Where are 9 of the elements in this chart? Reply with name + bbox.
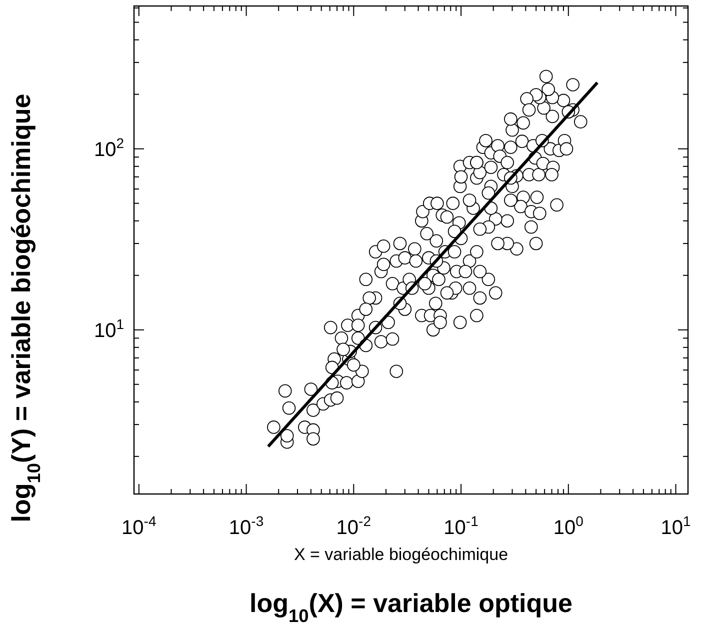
text: log$_{10}$(X) = variable optique [250, 588, 572, 626]
x-tick-label: 10$^{-4}$ [122, 513, 156, 539]
x-tick-label: 10$^{0}$ [553, 513, 584, 539]
y-tick-label: 10$^{2}$ [94, 134, 124, 161]
x-tick-label: 10$^{1}$ [660, 513, 691, 539]
x-tick-label: 10$^{-2}$ [336, 513, 372, 539]
x-tick-label: 10$^{-3}$ [228, 513, 264, 539]
x-axis-title: X = variable biogéochimique [294, 545, 508, 564]
x-tick-label: 10$^{-1}$ [444, 513, 479, 539]
